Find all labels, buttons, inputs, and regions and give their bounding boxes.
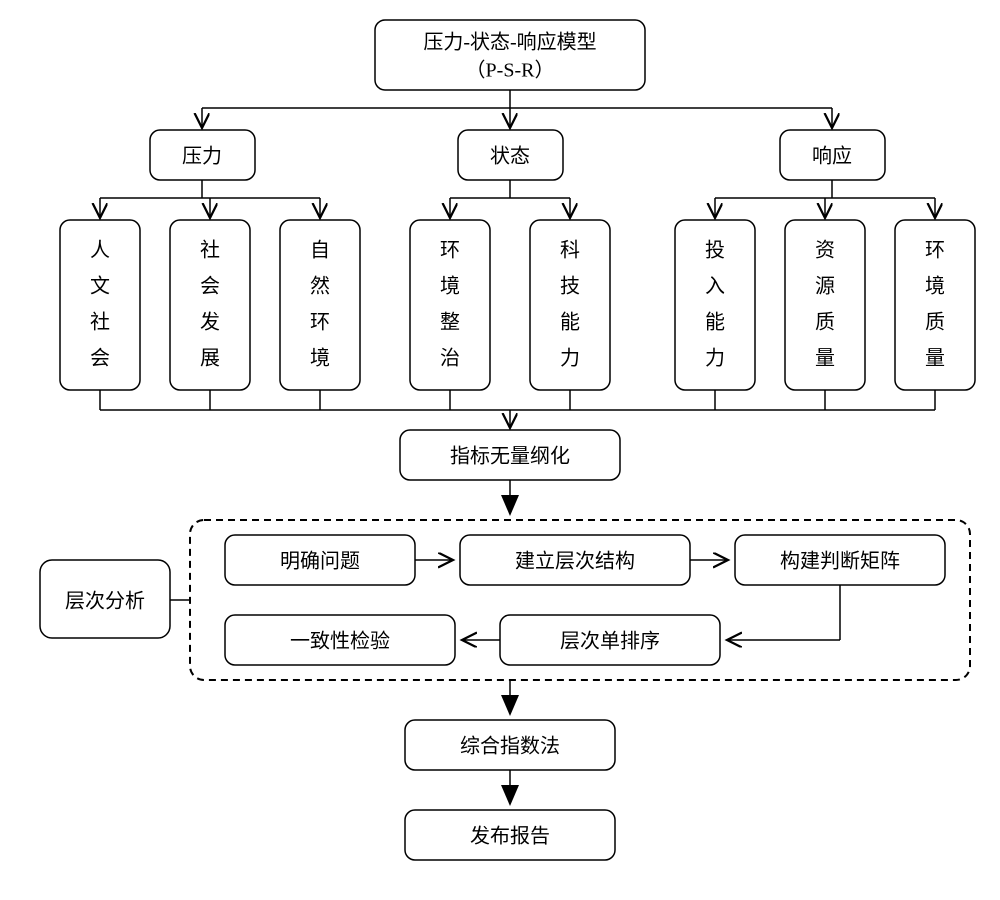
svg-text:环: 环 — [310, 312, 330, 334]
svg-text:能: 能 — [560, 311, 580, 334]
svg-text:境: 境 — [440, 275, 460, 298]
svg-text:会: 会 — [90, 347, 110, 370]
svg-text:环: 环 — [925, 240, 945, 262]
ahp-s3-label: 构建判断矩阵 — [780, 550, 900, 573]
svg-text:整: 整 — [440, 311, 460, 334]
report-box: 发布报告 — [405, 810, 615, 860]
svg-text:能: 能 — [705, 311, 725, 334]
top-line2: （P-S-R） — [466, 59, 555, 82]
ahp-s2-box: 建立层次结构 — [460, 535, 690, 585]
svg-text:展: 展 — [200, 348, 220, 370]
ahp-label-box: 层次分析 — [40, 560, 170, 638]
normalization-box: 指标无量纲化 — [400, 430, 620, 480]
ahp-s2-label: 建立层次结构 — [515, 550, 635, 573]
l3-box-3: 自 然 环 境 — [280, 220, 360, 390]
svg-text:然: 然 — [310, 275, 330, 298]
svg-text:自: 自 — [310, 239, 330, 262]
svg-text:质: 质 — [815, 311, 835, 334]
l3-box-6: 投 入 能 力 — [675, 220, 755, 390]
top-line1: 压力-状态-响应模型 — [423, 31, 596, 54]
l3-box-1: 人 文 社 会 — [60, 220, 140, 390]
svg-text:境: 境 — [925, 275, 945, 298]
svg-text:境: 境 — [310, 347, 330, 370]
svg-text:文: 文 — [90, 275, 110, 298]
ahp-label: 层次分析 — [65, 590, 145, 613]
svg-text:量: 量 — [815, 348, 835, 370]
svg-text:发: 发 — [200, 311, 220, 334]
normalization-label: 指标无量纲化 — [450, 445, 570, 468]
ahp-s4-label: 一致性检验 — [290, 630, 390, 653]
svg-text:技: 技 — [560, 275, 580, 298]
ahp-s5-box: 层次单排序 — [500, 615, 720, 665]
l3-box-5: 科 技 能 力 — [530, 220, 610, 390]
svg-text:投: 投 — [705, 239, 725, 262]
svg-text:治: 治 — [440, 347, 460, 370]
svg-text:入: 入 — [705, 276, 725, 298]
ahp-s3-box: 构建判断矩阵 — [735, 535, 945, 585]
ahp-s1-label: 明确问题 — [280, 550, 360, 573]
svg-text:科: 科 — [560, 239, 580, 262]
top-model-box: 压力-状态-响应模型 （P-S-R） — [375, 20, 645, 90]
ahp-s4-box: 一致性检验 — [225, 615, 455, 665]
state-box: 状态 — [458, 130, 563, 180]
svg-text:社: 社 — [200, 239, 220, 262]
svg-text:源: 源 — [815, 275, 835, 298]
svg-text:力: 力 — [705, 347, 725, 370]
state-label: 状态 — [490, 145, 530, 168]
svg-text:人: 人 — [90, 239, 110, 262]
report-label: 发布报告 — [470, 825, 550, 848]
svg-text:社: 社 — [90, 311, 110, 334]
l3-box-4: 环 境 整 治 — [410, 220, 490, 390]
l3-box-2: 社 会 发 展 — [170, 220, 250, 390]
response-box: 响应 — [780, 130, 885, 180]
svg-text:力: 力 — [560, 347, 580, 370]
composite-box: 综合指数法 — [405, 720, 615, 770]
svg-text:环: 环 — [440, 240, 460, 262]
svg-text:质: 质 — [925, 311, 945, 334]
pressure-label: 压力 — [182, 145, 222, 168]
l3-box-7: 资 源 质 量 — [785, 220, 865, 390]
pressure-box: 压力 — [150, 130, 255, 180]
composite-label: 综合指数法 — [460, 735, 560, 758]
ahp-s5-label: 层次单排序 — [560, 630, 660, 653]
svg-text:资: 资 — [815, 239, 835, 262]
response-label: 响应 — [812, 145, 852, 168]
l3-box-8: 环 境 质 量 — [895, 220, 975, 390]
svg-text:会: 会 — [200, 275, 220, 298]
ahp-s1-box: 明确问题 — [225, 535, 415, 585]
svg-text:量: 量 — [925, 348, 945, 370]
